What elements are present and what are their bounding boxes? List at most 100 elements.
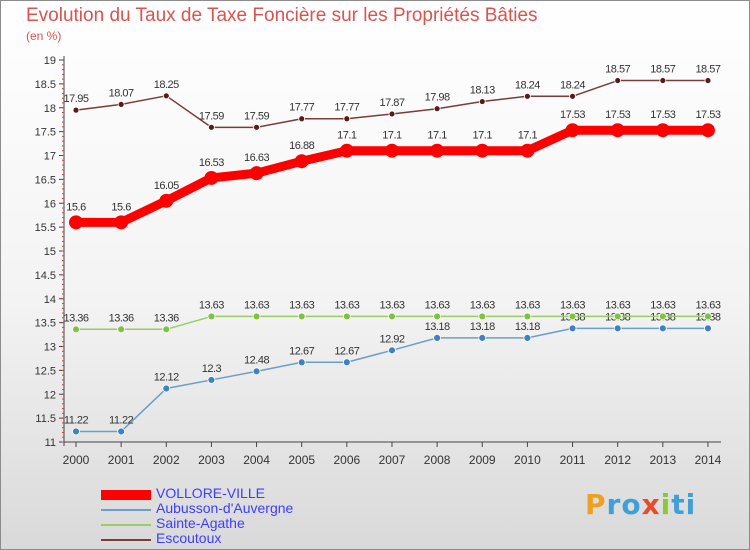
data-point (298, 115, 306, 123)
data-label: 13.63 (244, 299, 269, 311)
data-label: 12.67 (289, 345, 314, 357)
data-label: 17.53 (650, 109, 675, 121)
data-label: 13.63 (334, 299, 359, 311)
data-point (72, 106, 80, 114)
data-label: 17.1 (382, 130, 402, 142)
legend-label: Escoutoux (156, 530, 222, 546)
data-label: 13.63 (605, 299, 630, 311)
y-tick-label: 17 (44, 151, 56, 163)
data-label: 13.63 (650, 299, 675, 311)
data-point (208, 123, 215, 131)
legend-item-vollore-ville: VOLLORE-VILLE (101, 485, 361, 503)
x-tick-label: 2003 (198, 453, 225, 467)
data-point (704, 77, 712, 84)
data-label: 12.3 (202, 363, 222, 375)
data-point (117, 101, 125, 108)
x-tick-label: 2009 (469, 453, 496, 467)
x-tick-label: 2011 (560, 453, 586, 467)
data-point (430, 143, 445, 158)
data-point (613, 324, 622, 333)
data-point (252, 312, 261, 321)
data-point (523, 334, 532, 342)
data-label: 17.59 (244, 110, 269, 122)
data-label: 18.13 (470, 85, 495, 97)
data-point (384, 143, 399, 158)
data-label: 18.57 (605, 64, 630, 76)
data-point (614, 77, 622, 84)
x-tick-label: 2001 (108, 453, 135, 467)
data-point (297, 358, 306, 367)
data-point (478, 334, 487, 342)
data-label: 17.59 (199, 110, 224, 122)
data-label: 13.36 (63, 312, 88, 324)
data-point (388, 110, 396, 118)
y-tick-label: 14.5 (35, 270, 56, 282)
data-label: 11.22 (64, 414, 89, 426)
x-tick-label: 2004 (243, 453, 270, 467)
data-point (478, 312, 487, 321)
x-tick-label: 2008 (424, 453, 451, 467)
data-label: 18.07 (109, 87, 134, 99)
brand-logo: Proxiti (585, 488, 697, 521)
data-point (523, 312, 532, 321)
data-point (568, 324, 577, 333)
data-point (253, 123, 260, 131)
data-point (294, 154, 309, 169)
y-tick-label: 11.5 (35, 413, 56, 425)
x-tick-label: 2002 (153, 453, 180, 467)
x-tick-label: 2012 (604, 453, 631, 467)
data-point (433, 312, 442, 321)
data-point (342, 358, 351, 367)
y-tick-label: 13 (44, 342, 56, 354)
data-point (478, 98, 486, 105)
data-label: 16.63 (244, 152, 269, 164)
y-tick-label: 18.5 (35, 79, 56, 91)
x-tick-label: 2007 (379, 453, 406, 467)
legend-swatch (101, 539, 151, 541)
data-point (69, 215, 83, 230)
data-label: 18.57 (650, 64, 675, 76)
data-point (658, 324, 667, 333)
data-point (610, 123, 625, 138)
data-point (342, 312, 351, 321)
data-point (568, 312, 577, 321)
data-label: 16.88 (289, 140, 314, 152)
data-label: 12.12 (154, 372, 179, 384)
legend-label: VOLLORE-VILLE (156, 485, 265, 501)
data-label: 13.36 (154, 312, 179, 324)
data-point (655, 123, 670, 138)
x-tick-label: 2006 (333, 453, 360, 467)
data-point (433, 105, 441, 113)
data-label: 18.24 (560, 79, 585, 91)
data-point (204, 170, 219, 185)
data-point (659, 77, 667, 84)
data-point (117, 325, 126, 334)
data-label: 15.6 (111, 201, 131, 213)
data-point (700, 123, 715, 138)
data-point (475, 143, 490, 158)
data-point (388, 346, 396, 355)
data-label: 17.53 (560, 109, 585, 121)
data-point (249, 166, 264, 181)
y-tick-label: 18 (44, 103, 56, 115)
data-point (569, 92, 576, 100)
data-point (704, 312, 712, 321)
data-label: 13.18 (470, 321, 495, 333)
data-label: 12.92 (379, 333, 404, 345)
data-label: 16.05 (154, 180, 179, 192)
legend-label: Aubusson-d'Auvergne (156, 500, 294, 516)
data-label: 13.63 (289, 299, 314, 311)
data-point (658, 312, 667, 321)
data-label: 13.63 (470, 299, 495, 311)
legend-label: Sainte-Agathe (156, 515, 245, 531)
y-tick-label: 14 (44, 294, 56, 306)
legend-item-escoutoux: Escoutoux (101, 530, 361, 548)
legend-swatch (101, 524, 151, 526)
data-label: 13.63 (695, 299, 720, 311)
legend-item-sainte-agathe: Sainte-Agathe (101, 515, 361, 533)
data-label: 13.63 (515, 299, 540, 311)
y-tick-label: 16 (44, 198, 56, 210)
data-point (252, 367, 261, 376)
data-label: 15.6 (66, 201, 86, 213)
